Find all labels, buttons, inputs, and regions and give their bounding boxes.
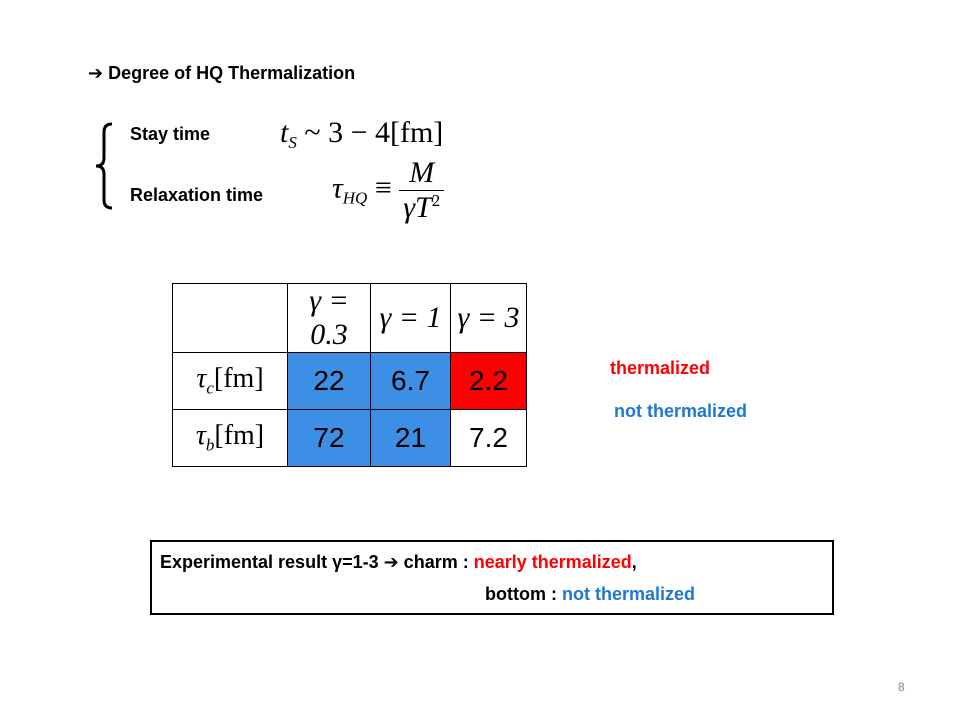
value-cell: 72	[287, 409, 371, 467]
conclusion-line: bottom : not thermalized	[485, 584, 695, 605]
highlight: not thermalized	[561, 584, 695, 604]
formula-sub: S	[288, 133, 297, 152]
row-sub: b	[205, 435, 215, 455]
corner-cell	[172, 283, 288, 353]
value-cell: 2.2	[450, 352, 527, 410]
row-unit: [fm]	[214, 420, 265, 452]
header-text: γ = 0.3	[309, 284, 349, 351]
legend-thermalized: thermalized	[610, 358, 711, 378]
row-sub: c	[206, 378, 214, 398]
row-var: τ	[196, 363, 207, 395]
denominator: γT	[403, 191, 432, 224]
brace	[95, 122, 113, 210]
formula-var: t	[280, 116, 289, 149]
header-row: γ = 0.3 γ = 1 γ = 3	[172, 283, 527, 353]
stay-time-formula: tS ~ 3 − 4[fm]	[280, 116, 443, 153]
text: ,	[631, 552, 637, 572]
header-text: γ = 1	[379, 301, 442, 334]
page-number: 8	[898, 680, 905, 694]
value-cell: 7.2	[450, 409, 527, 467]
header-cell: γ = 1	[370, 283, 451, 353]
header-cell: γ = 3	[450, 283, 527, 353]
row-unit: [fm]	[213, 363, 264, 395]
row-label: τc[fm]	[172, 352, 288, 410]
value-cell: 21	[370, 409, 451, 467]
formula-sub: HQ	[342, 188, 368, 208]
stay-time-label: Stay time	[130, 124, 211, 144]
conclusion-line: Experimental result γ=1-3 ➔ charm : near…	[160, 552, 637, 573]
text: bottom :	[485, 584, 562, 604]
power: 2	[431, 191, 441, 210]
value-cell: 22	[287, 352, 371, 410]
numerator: M	[409, 156, 435, 189]
table-row: τc[fm] 22 6.7 2.2	[172, 352, 527, 410]
relaxation-time-label: Relaxation time	[130, 185, 264, 205]
row-label: τb[fm]	[172, 409, 288, 467]
heading: ➔ Degree of HQ Thermalization	[88, 63, 356, 83]
formula-rest: ~ 3 − 4[fm]	[304, 116, 444, 149]
relaxation-formula: τHQ ≡ M γT2	[332, 156, 445, 225]
formula-var: τ	[332, 171, 343, 205]
text: Experimental result γ=1-3 ➔ charm :	[160, 552, 474, 572]
table-row: τb[fm] 72 21 7.2	[172, 409, 527, 467]
value-cell: 6.7	[370, 352, 451, 410]
fraction: M γT2	[399, 156, 445, 225]
row-var: τ	[195, 420, 206, 452]
legend-not-thermalized: not thermalized	[614, 401, 748, 421]
header-cell: γ = 0.3	[287, 283, 371, 353]
formula-op: ≡	[374, 171, 392, 205]
highlight: nearly thermalized	[473, 552, 632, 572]
conclusion-box: Experimental result γ=1-3 ➔ charm : near…	[150, 540, 834, 615]
header-text: γ = 3	[457, 301, 520, 334]
